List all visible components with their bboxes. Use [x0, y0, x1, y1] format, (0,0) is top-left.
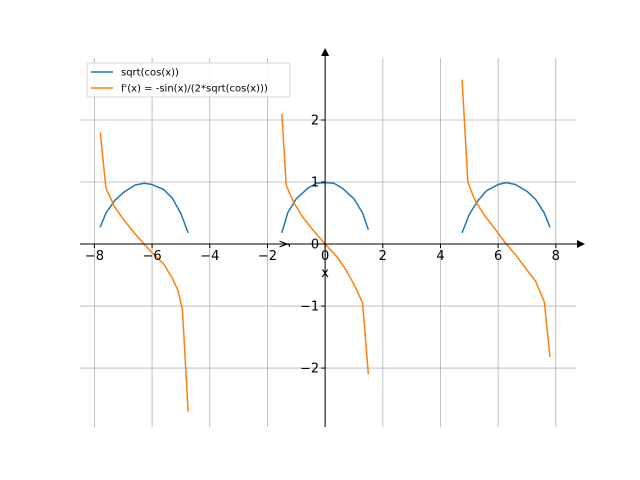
x-axis-label: x: [321, 266, 329, 281]
y-axis-label: y: [276, 240, 291, 248]
tick-labels: −8 −6 −4 −2 0 2 4 6 8 −2 −1 0 1 2: [85, 114, 560, 377]
x-tick-label: 0: [321, 249, 329, 264]
y-tick-label: 1: [311, 176, 319, 191]
x-tick-label: 8: [552, 249, 560, 264]
legend: sqrt(cos(x)) f'(x) = -sin(x)/(2*sqrt(cos…: [86, 62, 291, 98]
legend-label-sqrt-cos: sqrt(cos(x)): [121, 68, 179, 79]
x-tick-label: 6: [494, 249, 502, 264]
x-tick-label: −4: [200, 249, 219, 264]
x-axis-arrow-icon: [577, 240, 585, 249]
y-tick-label: 0: [311, 238, 319, 253]
series-sqrt-cos-line: [99, 182, 189, 234]
x-tick-label: 2: [379, 249, 387, 264]
legend-box: [86, 62, 291, 98]
x-tick-label: −2: [258, 249, 277, 264]
y-tick-label: −2: [300, 362, 319, 377]
y-axis-arrow-icon: [321, 48, 330, 56]
x-tick-label: 4: [436, 249, 444, 264]
x-tick-label: −6: [143, 249, 162, 264]
x-tick-label: −8: [85, 249, 104, 264]
legend-label-derivative: f'(x) = -sin(x)/(2*sqrt(cos(x))): [121, 84, 268, 95]
series-sqrt-cos-line: [461, 181, 551, 234]
grid: [80, 58, 576, 427]
y-tick-label: −1: [300, 300, 319, 315]
series-derivative-line: [99, 132, 189, 412]
axes: [80, 48, 585, 427]
y-tick-label: 2: [311, 114, 319, 129]
